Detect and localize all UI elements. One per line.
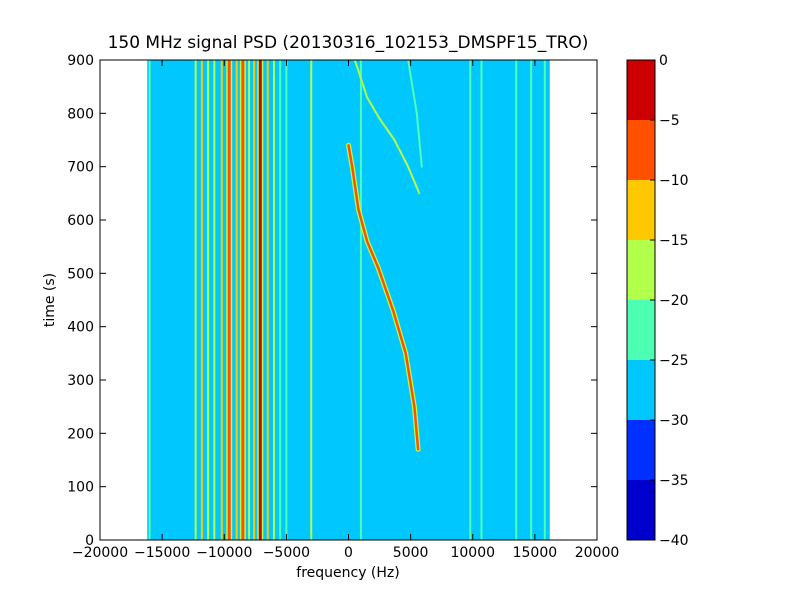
y-axis-label: time (s) (42, 273, 58, 327)
plot-area (147, 59, 550, 540)
colorbar-tick-label: −35 (659, 473, 689, 489)
y-tick-label: 800 (67, 106, 94, 122)
colorbar-tick-label: −40 (659, 533, 689, 549)
colorbar-tick-label: −25 (659, 353, 689, 369)
colorbar-segment (627, 420, 655, 480)
y-axis: 0 100 200 300 400 500 600 700 800 900 (67, 53, 597, 549)
signal-curve (353, 59, 421, 195)
y-tick-label: 100 (67, 480, 94, 496)
y-tick-label: 500 (67, 266, 94, 282)
y-tick-label: 200 (67, 426, 94, 442)
y-tick-label: 400 (67, 320, 94, 336)
x-tick-label: −10000 (196, 545, 252, 561)
colorbar-tick-label: −15 (659, 233, 689, 249)
y-tick-label: 900 (67, 53, 94, 69)
y-tick-label: 300 (67, 373, 94, 389)
colorbar-tick-label: 0 (659, 53, 668, 69)
x-tick-label: −5000 (263, 545, 310, 561)
x-tick-label: 0 (344, 545, 353, 561)
x-tick-label: −15000 (134, 545, 190, 561)
colorbar: −40 −35 −30 −25 −20 −15 −10 −5 0 (626, 53, 689, 549)
x-tick-label: 5000 (393, 545, 429, 561)
colorbar-segment (627, 480, 655, 540)
signal-curve (407, 59, 423, 168)
signal-curve (347, 144, 420, 451)
y-tick-label: 600 (67, 213, 94, 229)
colorbar-tick-label: −20 (659, 293, 689, 309)
colorbar-segment (627, 240, 655, 300)
colorbar-tick-label: −30 (659, 413, 689, 429)
y-tick-label: 0 (85, 533, 94, 549)
colorbar-segment (627, 300, 655, 360)
colorbar-segment (627, 360, 655, 420)
x-tick-label: −20000 (72, 545, 128, 561)
x-tick-label: 15000 (513, 545, 558, 561)
colorbar-tick-label: −5 (659, 113, 680, 129)
colorbar-segment (627, 120, 655, 180)
x-tick-label: 20000 (575, 545, 620, 561)
x-axis-label: frequency (Hz) (296, 565, 399, 581)
x-axis: −20000 −15000 −10000 −5000 0 5000 10000 15000 20… (72, 60, 619, 561)
y-tick-label: 700 (67, 160, 94, 176)
colorbar-tick-label: −10 (659, 173, 689, 189)
colorbar-segment (627, 60, 655, 120)
x-tick-label: 10000 (450, 545, 495, 561)
chart-title: 150 MHz signal PSD (20130316_102153_DMSP… (108, 33, 589, 53)
colorbar-segment (627, 180, 655, 240)
